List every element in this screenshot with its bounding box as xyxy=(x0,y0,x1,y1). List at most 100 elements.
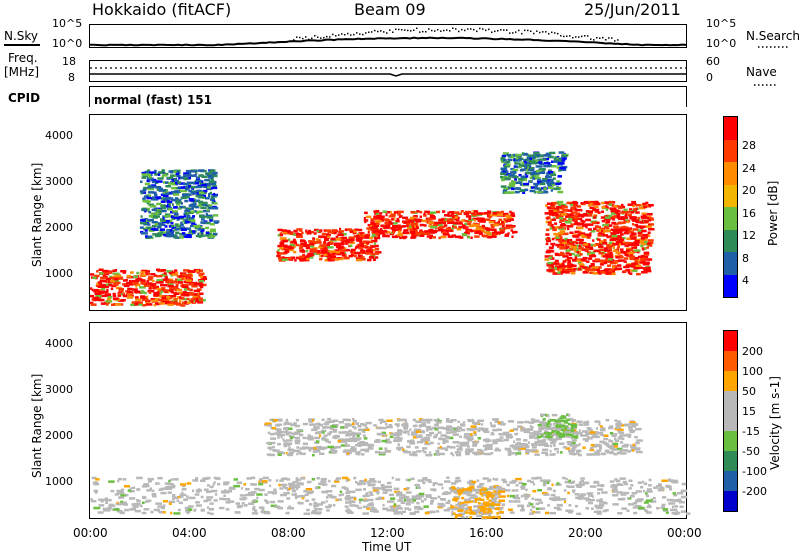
power-cell xyxy=(617,264,622,267)
power-cell xyxy=(195,185,202,189)
power-cell xyxy=(160,283,163,287)
power-cell xyxy=(472,223,476,226)
power-cell xyxy=(156,279,163,282)
power-cell xyxy=(96,270,99,273)
power-cell xyxy=(629,237,637,240)
velocity-cell xyxy=(437,418,440,421)
power-cell xyxy=(370,218,376,221)
power-cell xyxy=(321,247,328,250)
power-cell xyxy=(570,215,578,218)
power-cell xyxy=(201,234,205,238)
power-cell xyxy=(158,189,166,192)
power-cell xyxy=(91,288,94,292)
velocity-cell xyxy=(474,511,481,514)
power-cell xyxy=(365,215,372,219)
velocity-cell xyxy=(155,482,160,485)
velocity-cell xyxy=(586,498,591,501)
power-cell xyxy=(550,165,557,168)
noise-search-dot xyxy=(407,29,409,32)
velocity-cell xyxy=(345,450,349,453)
velocity-cell xyxy=(608,439,613,443)
power-cell xyxy=(631,223,635,226)
velocity-cell xyxy=(621,437,625,441)
velocity-cell xyxy=(679,505,684,508)
power-cell xyxy=(611,204,615,207)
velocity-cell xyxy=(382,496,385,500)
velocity-cell xyxy=(535,476,542,480)
velocity-cell xyxy=(240,487,243,490)
power-cell xyxy=(573,248,577,251)
power-cell xyxy=(201,275,207,279)
velocity-cell xyxy=(381,420,386,423)
velocity-cell xyxy=(295,432,301,435)
velocity-cell xyxy=(530,480,534,484)
velocity-cell xyxy=(631,492,637,495)
noise-search-dot xyxy=(422,30,424,33)
velocity-cell xyxy=(321,418,325,421)
power-cell xyxy=(146,196,152,200)
velocity-cell xyxy=(402,449,408,453)
velocity-cell xyxy=(574,493,580,496)
power-cell xyxy=(513,158,516,161)
noise-search-dot xyxy=(434,30,436,32)
power-cell xyxy=(308,229,311,233)
power-cell xyxy=(196,269,199,273)
power-cell xyxy=(114,278,118,281)
velocity-cell xyxy=(437,442,440,445)
power-cell xyxy=(289,232,296,236)
power-cell xyxy=(593,227,597,231)
power-cell xyxy=(503,187,509,190)
velocity-cell xyxy=(598,504,605,507)
power-cell xyxy=(447,211,450,215)
power-cell xyxy=(592,239,595,242)
power-cell xyxy=(373,224,380,228)
power-cell xyxy=(156,188,159,191)
velocity-cell xyxy=(566,441,573,444)
velocity-cell xyxy=(325,500,328,503)
noise-search-dot xyxy=(335,35,337,37)
power-cell xyxy=(398,226,401,229)
velocity-cell xyxy=(318,503,323,506)
power-cell xyxy=(152,191,157,194)
velocity-cell xyxy=(403,418,407,422)
power-cell xyxy=(546,263,553,267)
power-cell xyxy=(174,187,181,190)
velocity-cell xyxy=(576,432,583,435)
power-cell xyxy=(513,175,519,179)
power-cell xyxy=(130,303,136,307)
velocity-cell xyxy=(466,428,473,431)
velocity-cell xyxy=(492,428,498,432)
velocity-cell xyxy=(587,501,594,505)
power-cell xyxy=(558,169,562,172)
noise-search-dot xyxy=(575,36,577,38)
power-cell xyxy=(371,233,376,237)
power-cell xyxy=(635,204,641,207)
power-cell xyxy=(579,258,585,261)
velocity-cell xyxy=(661,479,668,482)
power-cell xyxy=(101,294,108,298)
power-cell xyxy=(138,301,143,304)
velocity-cell xyxy=(276,433,282,437)
velocity-cell xyxy=(358,501,362,504)
power-cell xyxy=(379,227,383,231)
power-cell xyxy=(632,219,638,222)
power-cell xyxy=(588,265,595,268)
power-cell xyxy=(178,176,181,180)
power-cell xyxy=(586,253,592,256)
velocity-cell xyxy=(650,500,657,503)
power-cb-tick-8: 8 xyxy=(742,252,749,265)
power-cell xyxy=(90,294,94,298)
velocity-cell xyxy=(405,502,411,506)
power-cell xyxy=(580,222,584,226)
power-cell xyxy=(183,177,187,181)
power-cell xyxy=(521,152,528,156)
velocity-cell xyxy=(348,429,352,433)
velocity-cell xyxy=(542,483,546,487)
power-cell xyxy=(603,260,610,263)
velocity-cell xyxy=(390,497,396,500)
velocity-cell xyxy=(637,498,644,501)
velocity-cell xyxy=(529,503,534,506)
power-cell xyxy=(631,218,634,221)
power-cell xyxy=(578,244,582,248)
velocity-cell xyxy=(576,512,582,516)
